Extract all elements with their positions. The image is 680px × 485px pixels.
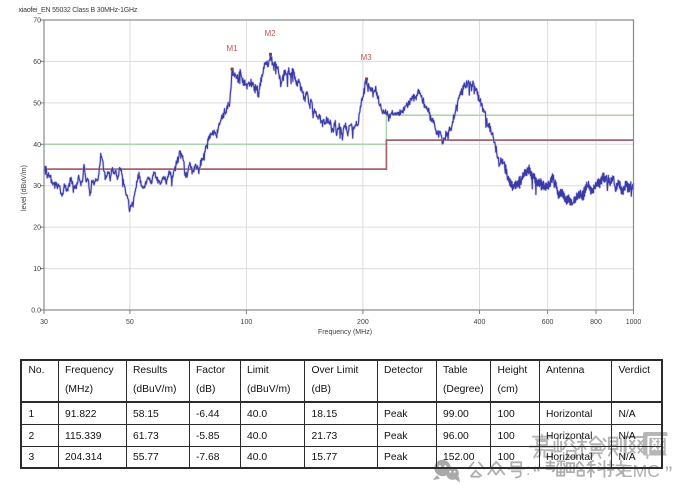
svg-text:30: 30 (33, 183, 41, 190)
svg-text:200: 200 (357, 319, 369, 326)
svg-text:600: 600 (542, 319, 554, 326)
svg-text:M1: M1 (226, 44, 238, 53)
svg-text:0.0: 0.0 (31, 308, 41, 315)
svg-text:M3: M3 (360, 53, 372, 62)
svg-text:Frequency (MHz): Frequency (MHz) (318, 329, 372, 336)
svg-text:60: 60 (33, 59, 41, 66)
svg-text:50: 50 (126, 319, 134, 326)
svg-text:100: 100 (241, 319, 253, 326)
svg-text:10: 10 (33, 266, 41, 273)
svg-text:level (dBuV/m): level (dBuV/m) (21, 165, 28, 211)
svg-text:30: 30 (40, 319, 48, 326)
svg-text:M2: M2 (264, 29, 276, 38)
svg-text:400: 400 (474, 319, 486, 326)
svg-text:”: ” (665, 462, 672, 485)
svg-text:20: 20 (33, 225, 41, 232)
svg-text:1000: 1000 (626, 319, 642, 326)
svg-text:40: 40 (33, 142, 41, 149)
svg-text:xiaofei_EN 55032 Class B 30MHz: xiaofei_EN 55032 Class B 30MHz-1GHz (19, 7, 138, 14)
svg-text:70: 70 (33, 18, 41, 25)
svg-text:50: 50 (33, 100, 41, 107)
svg-text:800: 800 (590, 319, 602, 326)
